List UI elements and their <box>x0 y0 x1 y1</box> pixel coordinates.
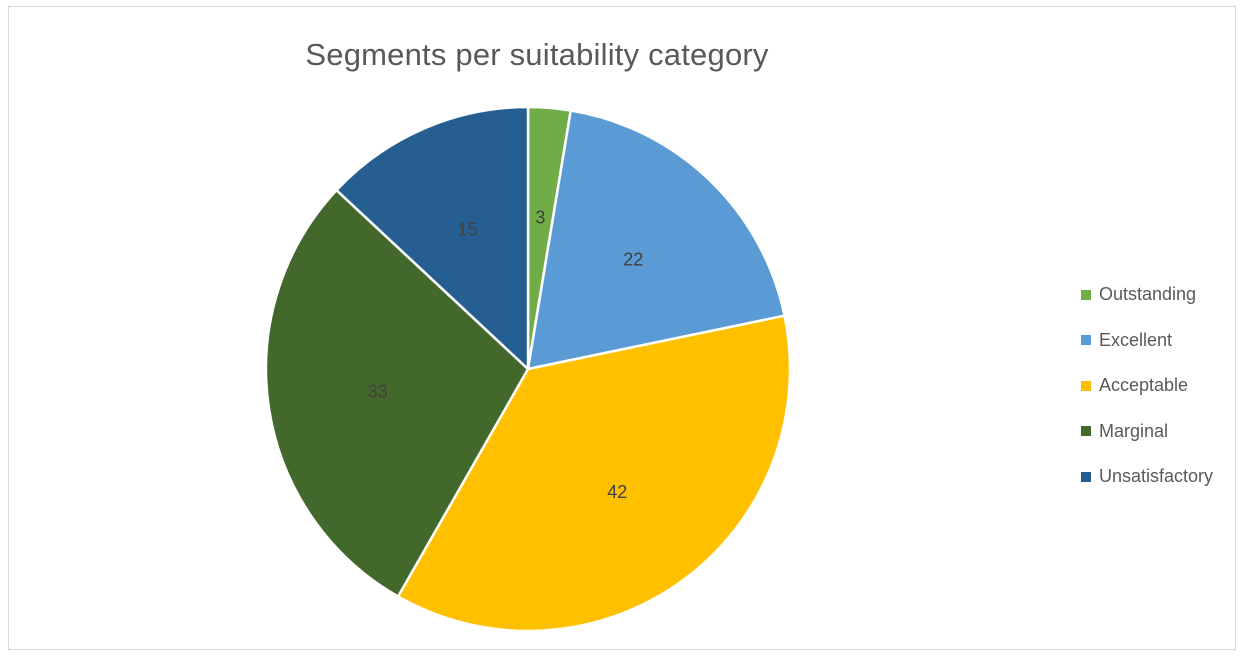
legend: Outstanding Excellent Acceptable Marginal Un… <box>1081 272 1213 500</box>
legend-item-excellent: Excellent <box>1081 318 1213 364</box>
legend-label: Marginal <box>1099 420 1169 441</box>
pie-slice-unsatisfactory <box>335 105 530 371</box>
legend-swatch <box>1081 426 1091 437</box>
legend-label: Unsatisfactory <box>1099 466 1214 487</box>
legend-item-outstanding: Outstanding <box>1081 272 1213 318</box>
chart-area: Segments per suitability category 3 22 42 3… <box>8 6 1236 650</box>
data-label-outstanding: 3 <box>535 208 545 228</box>
legend-item-unsatisfactory: Unsatisfactory <box>1081 454 1213 500</box>
pie-slice-acceptable <box>396 314 792 633</box>
legend-item-acceptable: Acceptable <box>1081 363 1213 409</box>
legend-swatch <box>1081 335 1091 346</box>
legend-swatch <box>1081 380 1091 391</box>
legend-label: Outstanding <box>1099 284 1197 305</box>
legend-label: Excellent <box>1099 329 1173 350</box>
pie-slice-marginal <box>264 188 530 598</box>
data-label-acceptable: 42 <box>607 482 627 502</box>
data-label-excellent: 22 <box>623 249 643 269</box>
pie-data-labels: 3 22 42 33 15 <box>368 208 644 502</box>
pie-slices <box>264 105 792 633</box>
legend-swatch <box>1081 471 1091 482</box>
legend-label: Acceptable <box>1099 375 1189 396</box>
legend-item-marginal: Marginal <box>1081 409 1213 455</box>
data-label-unsatisfactory: 15 <box>457 220 477 240</box>
pie-slice-excellent <box>526 109 786 371</box>
legend-swatch <box>1081 289 1091 300</box>
chart-title: Segments per suitability category <box>305 37 769 72</box>
data-label-marginal: 33 <box>368 382 388 402</box>
pie-chart: 3 22 42 33 15 <box>264 105 792 633</box>
